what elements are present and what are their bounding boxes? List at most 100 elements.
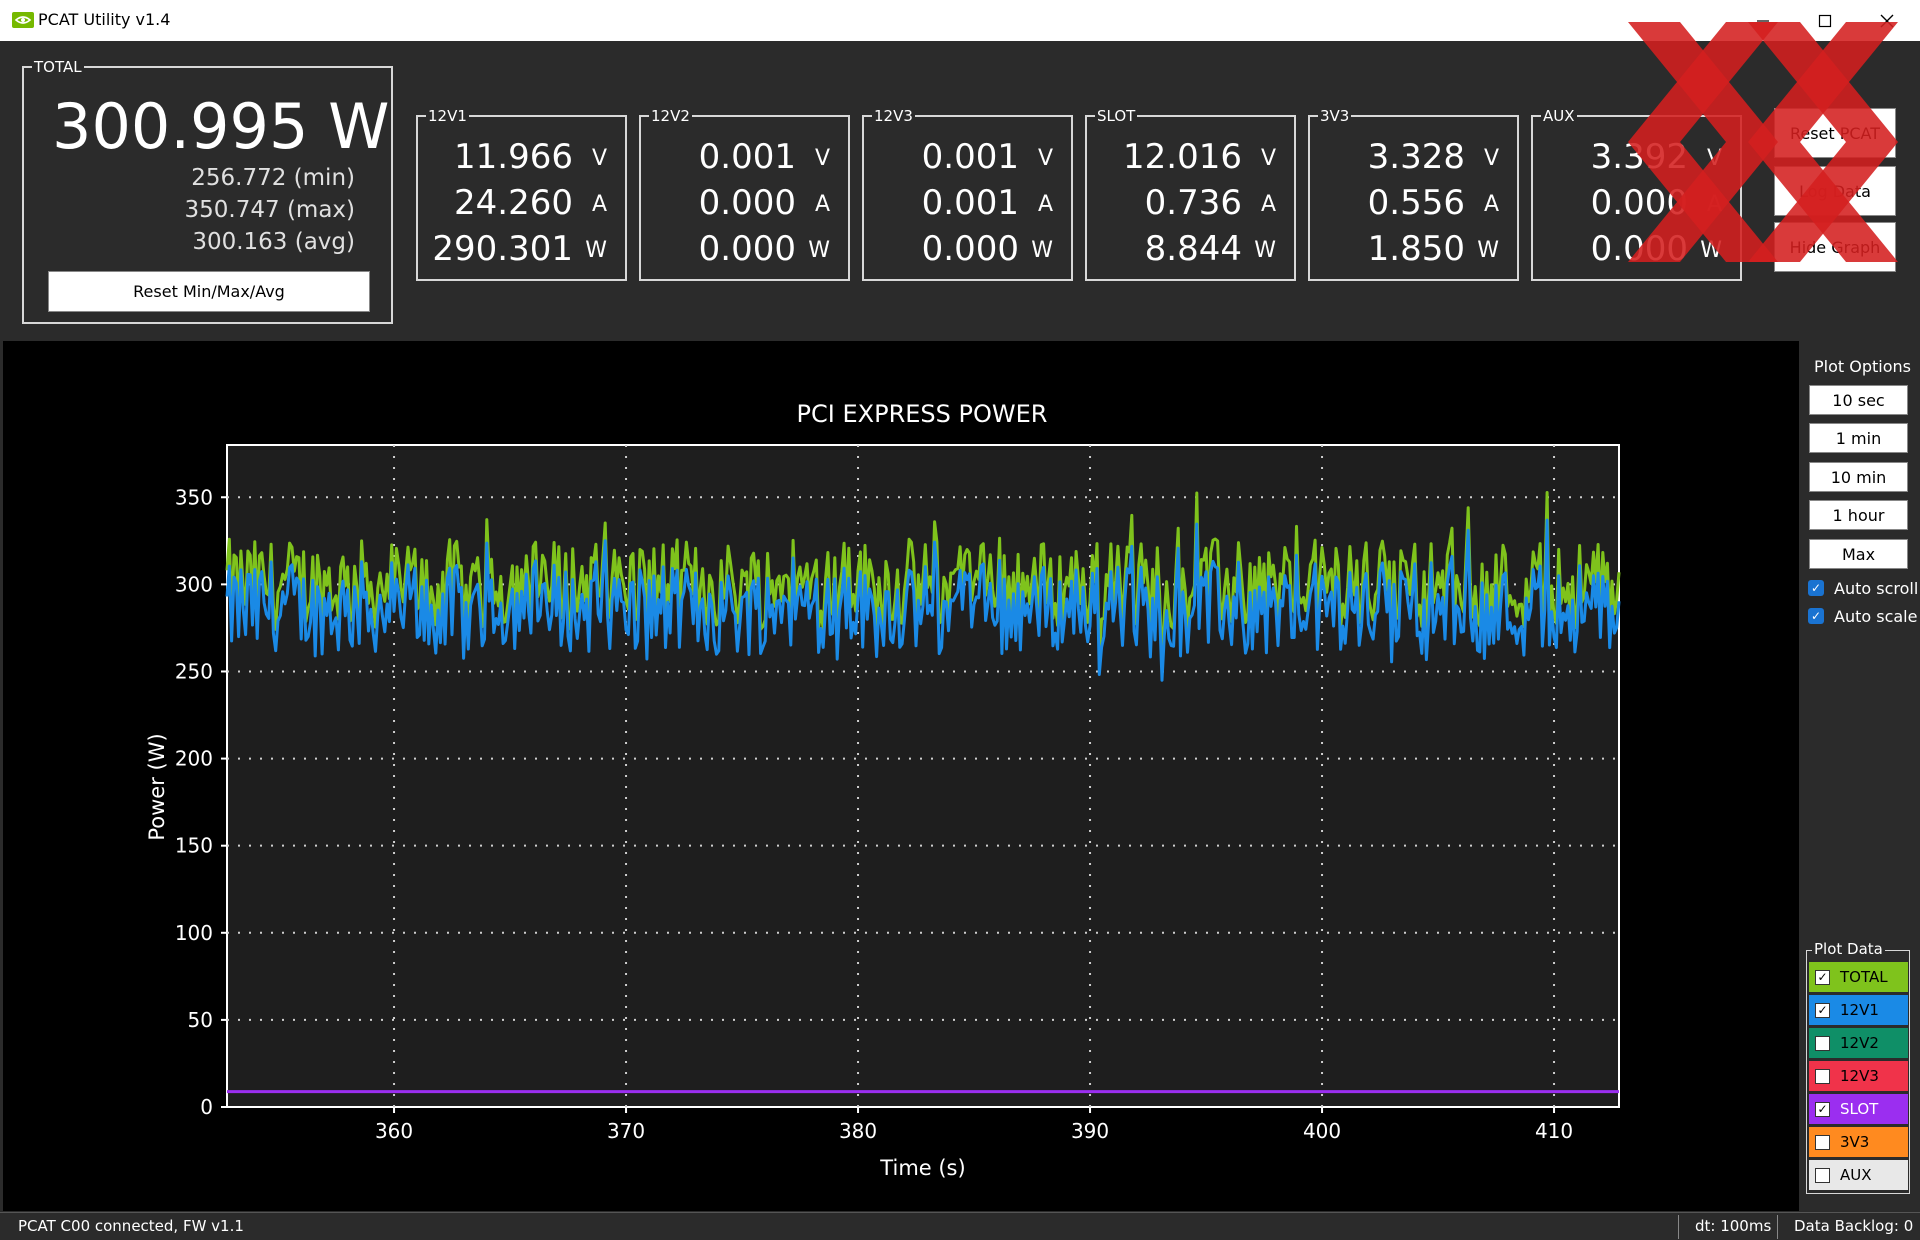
minimize-icon [1757, 19, 1769, 22]
plot-options-label: Plot Options [1814, 357, 1911, 376]
series-lines [225, 491, 1621, 1094]
total-group: TOTAL 300.995 W 256.772 (min) 350.747 (m… [22, 58, 393, 324]
amps-unit: A [591, 192, 607, 217]
y-tick-label: 0 [200, 1095, 213, 1119]
y-tick-label: 250 [175, 659, 213, 683]
rail-volts: 3.328 [1367, 137, 1465, 177]
checked-checkbox-icon: ✓ [1815, 1002, 1830, 1018]
checked-checkbox-icon: ✓ [1815, 1101, 1830, 1117]
title-bar: PCAT Utility v1.4 [0, 0, 1920, 41]
status-divider [1777, 1215, 1778, 1239]
x-tick-label: 380 [839, 1119, 877, 1143]
rail-title: 12V3 [872, 107, 915, 125]
total-min-value: 256.772 (min) [191, 165, 355, 191]
auto-scale-checkbox[interactable]: ✓ Auto scale [1808, 605, 1917, 627]
rail-group-slot: SLOT 12.016 V 0.736 A 8.844 W [1085, 107, 1296, 281]
connection-status: PCAT C00 connected, FW v1.1 [18, 1217, 244, 1235]
status-bar: PCAT C00 connected, FW v1.1 dt: 100ms Da… [0, 1212, 1920, 1240]
maximize-icon [1818, 14, 1832, 27]
x-axis-label: Time (s) [879, 1156, 965, 1180]
axis-ticks: 360 370 380 390 400 410 0 50 100 150 200 250 300 350 [175, 485, 1573, 1143]
rail-watts: 1.850 [1367, 229, 1465, 269]
volts-unit: V [814, 146, 830, 171]
rail-title: 3V3 [1318, 107, 1352, 125]
plot-data-item-label: 12V1 [1840, 1001, 1879, 1019]
rail-title: 12V1 [426, 107, 469, 125]
status-divider [1678, 1215, 1679, 1239]
range-10-min-button[interactable]: 10 min [1809, 462, 1908, 492]
amps-unit: A [1483, 192, 1499, 217]
range-max-button[interactable]: Max [1809, 539, 1908, 569]
rail-amps: 24.260 [454, 183, 573, 223]
rail-volts: 0.001 [698, 137, 796, 177]
total-group-title: TOTAL [32, 58, 84, 76]
plot-data-item-12v3[interactable]: 12V3 [1809, 1061, 1908, 1091]
y-tick-label: 300 [175, 572, 213, 596]
plot-data-item-label: AUX [1840, 1166, 1872, 1184]
plot-data-item-label: TOTAL [1840, 968, 1888, 986]
checked-checkbox-icon: ✓ [1815, 969, 1830, 985]
checkmark-icon: ✓ [1808, 580, 1824, 596]
auto-scroll-checkbox[interactable]: ✓ Auto scroll [1808, 577, 1918, 599]
plot-data-item-label: 12V3 [1840, 1067, 1879, 1085]
plot-frame [226, 444, 1620, 1108]
chart-canvas: PCI EXPRESS POWER 360 370 380 390 400 410 0 50 1… [145, 400, 1621, 1180]
data-backlog-status: Data Backlog: 0 [1794, 1217, 1914, 1235]
plot-data-item-12v2[interactable]: 12V2 [1809, 1028, 1908, 1058]
rail-volts: 0.001 [921, 137, 1019, 177]
nvidia-logo-icon [12, 12, 34, 28]
plot-data-label: Plot Data [1812, 940, 1885, 958]
rail-watts: 8.844 [1144, 229, 1242, 269]
x-tick-label: 360 [375, 1119, 413, 1143]
rail-watts: 0.000 [698, 229, 796, 269]
auto-scale-label: Auto scale [1834, 606, 1918, 626]
plot-data-item-12v1[interactable]: ✓ 12V1 [1809, 995, 1908, 1025]
x-tick-label: 410 [1535, 1119, 1573, 1143]
x-tick-label: 390 [1071, 1119, 1109, 1143]
x-tick-label: 370 [607, 1119, 645, 1143]
range-1-min-button[interactable]: 1 min [1809, 423, 1908, 453]
range-10-sec-button[interactable]: 10 sec [1809, 385, 1908, 415]
unchecked-checkbox-icon [1815, 1134, 1830, 1150]
reset-min-max-avg-button[interactable]: Reset Min/Max/Avg [48, 271, 370, 312]
series-line-total [225, 491, 1621, 666]
y-tick-label: 200 [175, 747, 213, 771]
rail-group-12v1: 12V1 11.966 V 24.260 A 290.301 W [416, 107, 627, 281]
plot-data-item-aux[interactable]: AUX [1809, 1160, 1908, 1190]
series-line-12v1 [225, 518, 1621, 682]
rail-amps: 0.001 [921, 183, 1019, 223]
y-tick-label: 350 [175, 485, 213, 509]
checkmark-icon: ✓ [1808, 608, 1824, 624]
rail-watts: 290.301 [432, 229, 573, 269]
rail-title: SLOT [1095, 107, 1138, 125]
window-title: PCAT Utility v1.4 [38, 10, 171, 29]
watts-unit: W [1477, 238, 1499, 263]
watts-unit: W [1254, 238, 1276, 263]
y-axis-label: Power (W) [145, 733, 169, 840]
dt-status: dt: 100ms [1695, 1217, 1772, 1235]
volts-unit: V [591, 146, 607, 171]
volts-unit: V [1260, 146, 1276, 171]
y-tick-label: 100 [175, 921, 213, 945]
volts-unit: V [1037, 146, 1053, 171]
y-tick-label: 150 [175, 834, 213, 858]
plot-data-item-slot[interactable]: ✓ SLOT [1809, 1094, 1908, 1124]
power-graph[interactable]: PCI EXPRESS POWER 360 370 380 390 400 410 0 50 1… [3, 341, 1799, 1211]
plot-data-item-total[interactable]: ✓ TOTAL [1809, 962, 1908, 992]
rail-group-12v2: 12V2 0.001 V 0.000 A 0.000 W [639, 107, 850, 281]
amps-unit: A [1037, 192, 1053, 217]
x-tick-label: 400 [1303, 1119, 1341, 1143]
minimize-button[interactable] [1733, 0, 1793, 41]
chart-title: PCI EXPRESS POWER [797, 400, 1048, 428]
xx-watermark-logo [1628, 22, 1898, 262]
plot-data-item-label: 12V2 [1840, 1034, 1879, 1052]
rail-amps: 0.736 [1144, 183, 1242, 223]
plot-data-item-3v3[interactable]: 3V3 [1809, 1127, 1908, 1157]
total-max-value: 350.747 (max) [184, 197, 355, 223]
watts-unit: W [1031, 238, 1053, 263]
maximize-button[interactable] [1795, 0, 1855, 41]
range-1-hour-button[interactable]: 1 hour [1809, 500, 1908, 530]
rail-group-12v3: 12V3 0.001 V 0.001 A 0.000 W [862, 107, 1073, 281]
unchecked-checkbox-icon [1815, 1035, 1830, 1051]
